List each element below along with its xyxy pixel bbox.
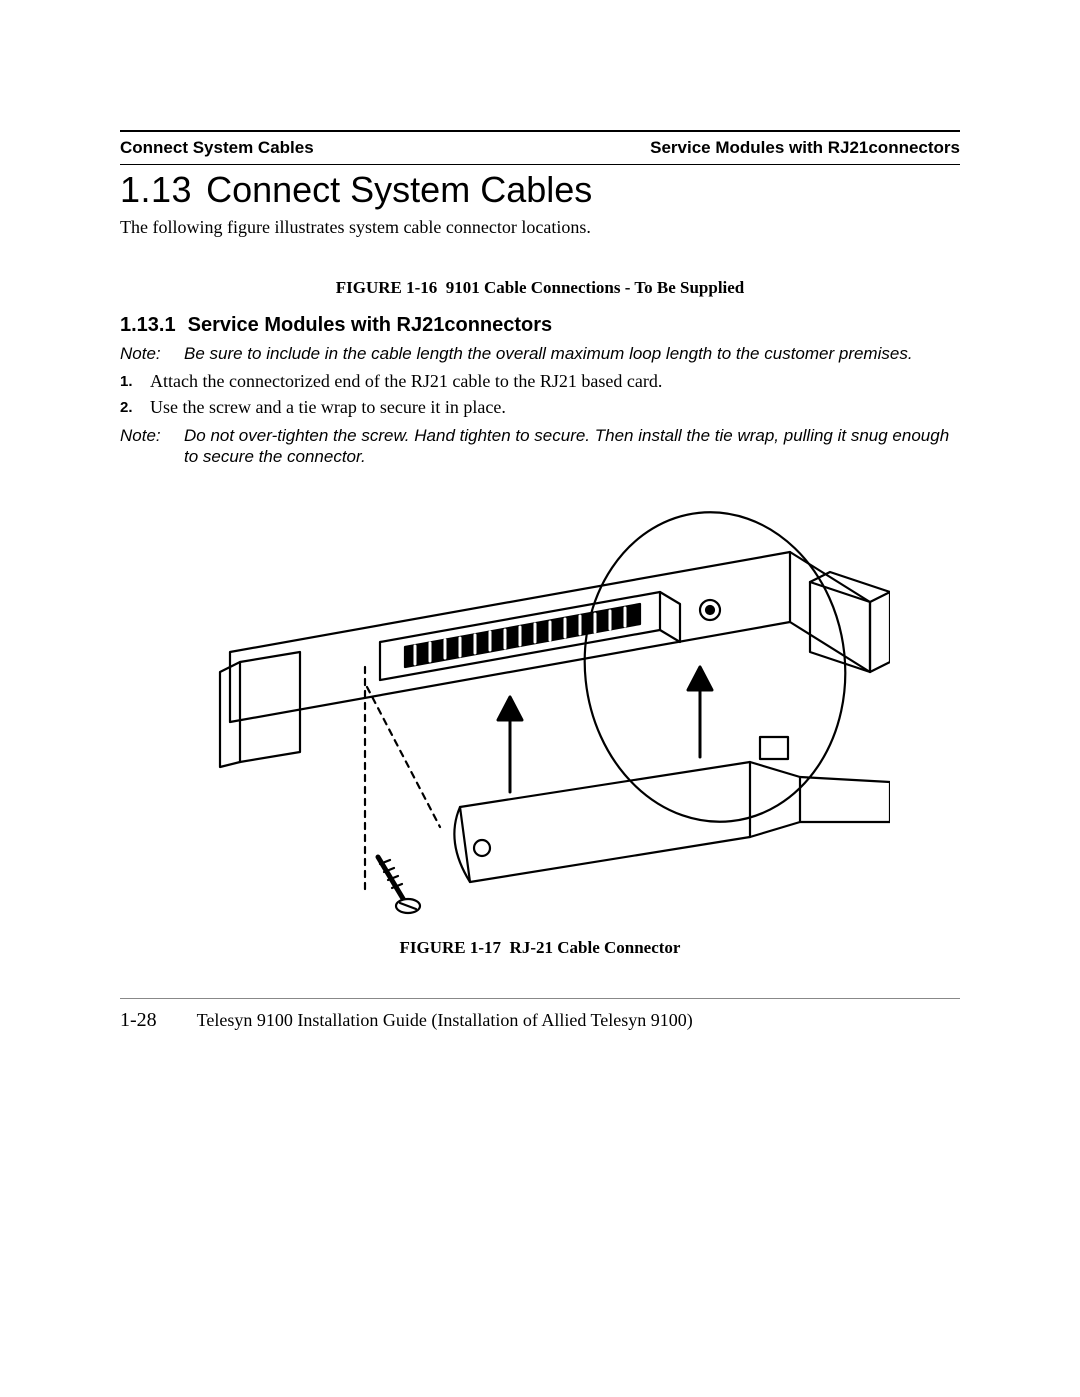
note-1-label: Note: bbox=[120, 343, 166, 364]
figure-16-text: 9101 Cable Connections - To Be Supplied bbox=[446, 278, 745, 297]
note-2: Note: Do not over-tighten the screw. Han… bbox=[120, 425, 960, 468]
header-left: Connect System Cables bbox=[120, 138, 314, 158]
footer-text: Telesyn 9100 Installation Guide (Install… bbox=[197, 1010, 693, 1031]
subsection-heading: 1.13.1 Service Modules with RJ21connecto… bbox=[120, 314, 960, 337]
rule-under-header bbox=[120, 164, 960, 165]
note-2-text: Do not over-tighten the screw. Hand tigh… bbox=[184, 425, 960, 468]
section-number: 1.13 bbox=[120, 169, 192, 211]
section-heading: 1.13 Connect System Cables bbox=[120, 169, 960, 211]
figure-17-illustration bbox=[190, 492, 890, 922]
rule-footer bbox=[120, 998, 960, 999]
note-2-label: Note: bbox=[120, 425, 166, 468]
page-number: 1-28 bbox=[120, 1009, 157, 1032]
step-2: 2. Use the screw and a tie wrap to secur… bbox=[120, 396, 960, 419]
section-title: Connect System Cables bbox=[206, 169, 592, 211]
step-2-number: 2. bbox=[120, 396, 138, 419]
note-1-text: Be sure to include in the cable length t… bbox=[184, 343, 913, 364]
step-1: 1. Attach the connectorized end of the R… bbox=[120, 370, 960, 393]
figure-17-text: RJ-21 Cable Connector bbox=[510, 938, 681, 957]
page: Connect System Cables Service Modules wi… bbox=[0, 0, 1080, 1397]
step-1-text: Attach the connectorized end of the RJ21… bbox=[150, 370, 662, 393]
running-header: Connect System Cables Service Modules wi… bbox=[120, 136, 960, 164]
note-1: Note: Be sure to include in the cable le… bbox=[120, 343, 960, 364]
figure-17-label: FIGURE 1-17 bbox=[400, 938, 502, 957]
steps-list: 1. Attach the connectorized end of the R… bbox=[120, 370, 960, 419]
rule-top bbox=[120, 130, 960, 132]
subsection-number: 1.13.1 bbox=[120, 314, 176, 337]
figure-17-caption: FIGURE 1-17 RJ-21 Cable Connector bbox=[120, 938, 960, 958]
step-2-text: Use the screw and a tie wrap to secure i… bbox=[150, 396, 506, 419]
page-footer: 1-28 Telesyn 9100 Installation Guide (In… bbox=[120, 1009, 960, 1032]
header-right: Service Modules with RJ21connectors bbox=[650, 138, 960, 158]
section-intro: The following figure illustrates system … bbox=[120, 217, 960, 238]
step-1-number: 1. bbox=[120, 370, 138, 393]
figure-16-label: FIGURE 1-16 bbox=[336, 278, 438, 297]
subsection-title: Service Modules with RJ21connectors bbox=[188, 314, 553, 337]
figure-16-caption: FIGURE 1-16 9101 Cable Connections - To … bbox=[120, 278, 960, 298]
